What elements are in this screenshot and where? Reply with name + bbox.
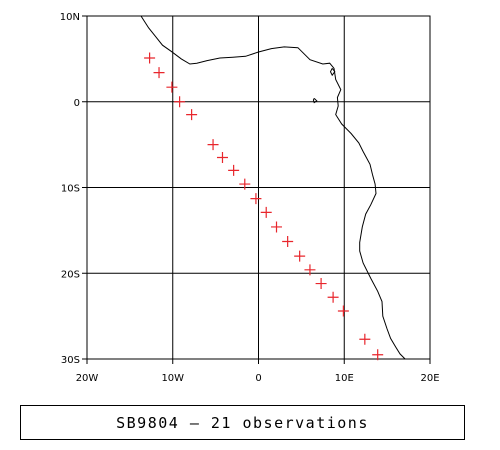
observation-marker — [337, 305, 349, 317]
africa-coastline — [140, 15, 406, 360]
observation-marker — [228, 164, 240, 176]
island-outline — [312, 97, 318, 104]
observation-marker — [174, 96, 186, 108]
caption-box: SB9804 – 21 observations — [20, 405, 465, 440]
observation-marker — [304, 264, 316, 276]
observation-marker — [144, 52, 156, 64]
y-tick-label: 20S — [61, 269, 80, 280]
y-tick-labels: 10N 0 10S 20S 30S — [60, 12, 87, 366]
observation-marker — [327, 291, 339, 303]
x-tick-label: 0 — [255, 373, 261, 384]
caption-text: SB9804 – 21 observations — [116, 414, 369, 432]
caption-dash: – — [189, 413, 201, 432]
x-tick-label: 20W — [76, 373, 99, 384]
observation-marker — [250, 193, 262, 205]
y-tick-label: 10N — [60, 12, 80, 23]
caption-count: 21 — [210, 413, 232, 432]
observation-marker — [294, 250, 306, 262]
observation-marker — [166, 81, 178, 93]
grid — [87, 16, 430, 359]
island-outline — [329, 67, 336, 77]
observation-marker — [239, 178, 251, 190]
y-tick-label: 0 — [74, 98, 80, 109]
observation-marker — [260, 206, 272, 218]
observation-markers — [144, 52, 384, 361]
observation-marker — [315, 278, 327, 290]
coastline — [140, 15, 406, 360]
y-tick-label: 10S — [61, 184, 80, 195]
caption-unit: observations — [242, 413, 369, 432]
x-tick-label: 10E — [335, 373, 354, 384]
observation-marker — [359, 333, 371, 345]
caption-dataset: SB9804 — [116, 413, 180, 432]
x-tick-label: 10W — [161, 373, 184, 384]
x-tick-labels: 20W 10W 0 10E 20E — [76, 359, 440, 384]
observation-marker — [153, 67, 165, 79]
map-plot: 20W 10W 0 10E 20E 10N 0 10S 20S 30S — [60, 12, 440, 384]
observation-marker — [207, 139, 219, 151]
observation-marker — [216, 151, 228, 163]
observation-marker — [271, 221, 283, 233]
x-tick-label: 20E — [420, 373, 439, 384]
observation-marker — [282, 236, 294, 248]
y-tick-label: 30S — [61, 355, 80, 366]
observation-marker — [372, 349, 384, 361]
observation-marker — [186, 109, 198, 121]
